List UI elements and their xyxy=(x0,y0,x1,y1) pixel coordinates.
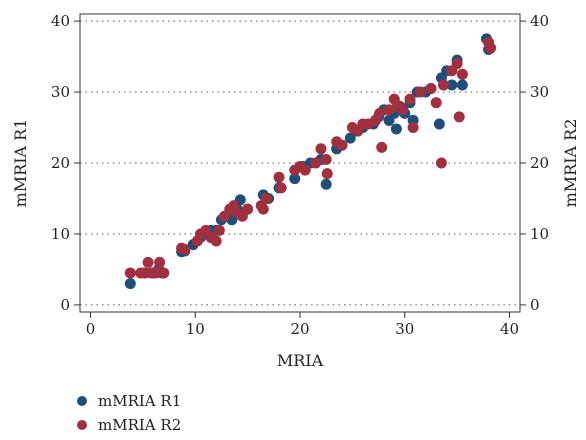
y-left-tick-label-1: 10 xyxy=(51,225,70,243)
x-tick-label-0: 0 xyxy=(86,320,96,338)
y-axis-title-right: mMRIA R2 xyxy=(561,119,580,208)
legend-marker-r1 xyxy=(77,396,87,406)
point-r2-34 xyxy=(321,168,333,180)
y-left-tick-label-3: 30 xyxy=(51,83,70,101)
x-tick-label-1: 10 xyxy=(186,320,205,338)
y-axis-title-left: mMRIA R1 xyxy=(11,119,30,208)
point-r2-36 xyxy=(336,139,348,151)
data-points xyxy=(124,33,497,290)
point-r2-22 xyxy=(242,203,254,215)
y-right-tick-label-2: 20 xyxy=(530,154,549,172)
point-r2-8 xyxy=(158,267,170,279)
point-r2-50 xyxy=(414,86,426,98)
point-r2-57 xyxy=(453,111,465,123)
y-right-tick-label-3: 30 xyxy=(530,83,549,101)
legend-item-r2: mMRIA R2 xyxy=(77,416,181,434)
point-r2-53 xyxy=(435,157,447,169)
point-r2-49 xyxy=(407,122,419,134)
point-r2-25 xyxy=(260,192,272,204)
point-r2-51 xyxy=(425,83,437,94)
point-r2-0 xyxy=(124,267,136,279)
point-r2-27 xyxy=(275,182,287,194)
x-axis-title: MRIA xyxy=(277,351,324,370)
legend-item-r1: mMRIA R1 xyxy=(77,392,181,410)
legend-label-r1: mMRIA R1 xyxy=(98,392,181,410)
point-r1-20 xyxy=(289,173,301,185)
point-r2-43 xyxy=(376,141,388,153)
point-r2-24 xyxy=(257,203,269,215)
point-r2-3 xyxy=(142,256,154,268)
point-r2-44 xyxy=(383,104,395,116)
point-r1-0 xyxy=(124,278,136,290)
point-r1-48 xyxy=(456,79,468,91)
x-tick-label-4: 40 xyxy=(500,320,519,338)
point-r2-16 xyxy=(213,224,225,236)
point-r2-48 xyxy=(404,93,416,105)
point-r2-42 xyxy=(374,107,386,119)
point-r2-15 xyxy=(210,235,222,247)
point-r2-56 xyxy=(451,58,463,70)
point-r2-30 xyxy=(299,164,311,176)
point-r2-32 xyxy=(315,143,327,155)
legend-marker-r2 xyxy=(77,420,87,430)
point-r2-26 xyxy=(273,171,285,183)
point-r1-27 xyxy=(344,132,356,144)
point-r2-6 xyxy=(154,256,166,268)
point-r1-46 xyxy=(446,79,458,91)
x-tick-label-2: 20 xyxy=(290,320,309,338)
point-r2-58 xyxy=(456,68,468,80)
legend: mMRIA R1 mMRIA R2 xyxy=(77,392,181,434)
y-left-tick-label-2: 20 xyxy=(51,154,70,172)
point-r2-54 xyxy=(438,79,450,91)
y-right-tick-label-0: 0 xyxy=(530,296,540,314)
y-right-tick-label-4: 40 xyxy=(530,12,549,30)
point-r2-52 xyxy=(430,97,442,109)
point-r2-33 xyxy=(320,153,332,165)
point-r1-43 xyxy=(433,118,445,130)
point-r2-10 xyxy=(179,244,191,256)
point-r1-36 xyxy=(390,123,402,135)
y-right-tick-label-1: 10 xyxy=(530,225,549,243)
x-tick-label-3: 30 xyxy=(395,320,414,338)
legend-label-r2: mMRIA R2 xyxy=(98,416,181,434)
point-r2-47 xyxy=(397,104,409,116)
point-r2-31 xyxy=(310,157,322,169)
point-r1-24 xyxy=(320,178,332,190)
y-left-tick-label-4: 40 xyxy=(51,12,70,30)
y-left-tick-label-0: 0 xyxy=(60,296,70,314)
point-r2-60 xyxy=(485,42,497,54)
